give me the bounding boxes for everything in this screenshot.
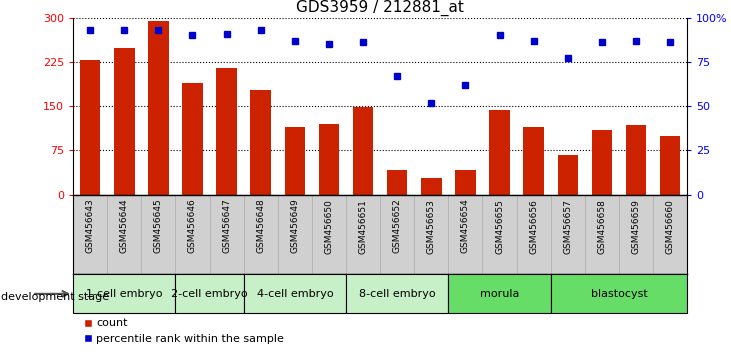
Text: GSM456643: GSM456643	[86, 199, 94, 253]
Text: blastocyst: blastocyst	[591, 289, 647, 299]
Bar	[284, 127, 305, 195]
Bar	[660, 136, 681, 195]
Bar	[114, 48, 135, 195]
Bar	[387, 170, 407, 195]
Text: GSM456654: GSM456654	[461, 199, 470, 253]
Text: GSM456644: GSM456644	[120, 199, 129, 253]
Bar	[523, 127, 544, 195]
Text: morula: morula	[480, 289, 519, 299]
Text: GSM456659: GSM456659	[632, 199, 640, 253]
Bar	[455, 170, 476, 195]
Bar	[591, 130, 612, 195]
Text: 4-cell embryo: 4-cell embryo	[257, 289, 333, 299]
Bar	[353, 107, 374, 195]
Text: GSM456653: GSM456653	[427, 199, 436, 253]
Bar	[489, 110, 510, 195]
Text: GSM456655: GSM456655	[495, 199, 504, 253]
Text: 1-cell embryo: 1-cell embryo	[86, 289, 162, 299]
Bar	[80, 60, 100, 195]
Text: development stage: development stage	[1, 292, 109, 302]
Text: GSM456657: GSM456657	[564, 199, 572, 253]
Bar	[626, 125, 646, 195]
Text: GSM456660: GSM456660	[666, 199, 675, 253]
Legend: count, percentile rank within the sample: count, percentile rank within the sample	[79, 314, 289, 348]
Bar	[243, 274, 346, 313]
Bar	[550, 274, 687, 313]
Bar	[182, 82, 202, 195]
Bar	[175, 274, 243, 313]
Text: GSM456649: GSM456649	[290, 199, 299, 253]
Bar	[148, 21, 169, 195]
Bar	[319, 124, 339, 195]
Bar	[216, 68, 237, 195]
Title: GDS3959 / 212881_at: GDS3959 / 212881_at	[296, 0, 464, 16]
Bar	[421, 178, 442, 195]
Text: GSM456646: GSM456646	[188, 199, 197, 253]
Bar	[251, 90, 271, 195]
Bar	[73, 274, 175, 313]
Text: GSM456651: GSM456651	[359, 199, 368, 253]
Text: GSM456650: GSM456650	[325, 199, 333, 253]
Bar	[346, 274, 448, 313]
Text: GSM456658: GSM456658	[597, 199, 606, 253]
Text: GSM456645: GSM456645	[154, 199, 163, 253]
Text: GSM456648: GSM456648	[257, 199, 265, 253]
Bar	[558, 155, 578, 195]
Text: 2-cell embryo: 2-cell embryo	[171, 289, 248, 299]
Text: 8-cell embryo: 8-cell embryo	[359, 289, 436, 299]
Text: GSM456652: GSM456652	[393, 199, 401, 253]
Text: GSM456656: GSM456656	[529, 199, 538, 253]
Bar	[448, 274, 550, 313]
Text: GSM456647: GSM456647	[222, 199, 231, 253]
